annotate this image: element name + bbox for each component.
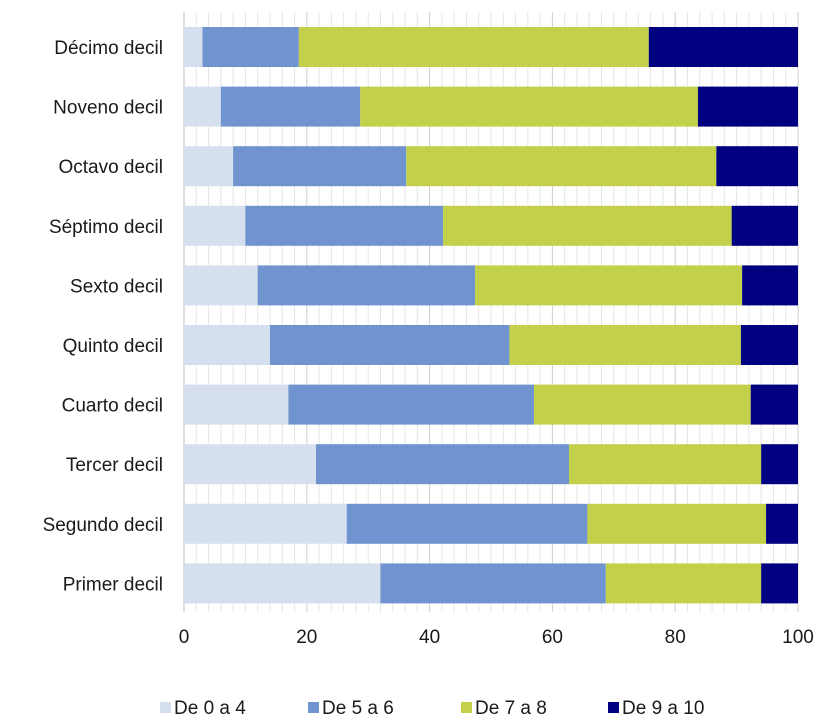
bar-segment-4 <box>716 146 798 187</box>
x-tick-label: 40 <box>419 627 440 648</box>
category-label: Segundo decil <box>43 515 163 536</box>
bar-segment-3 <box>509 325 741 365</box>
legend-swatch <box>160 702 171 713</box>
bar-segment-1 <box>184 205 246 246</box>
category-label: Cuarto decil <box>62 396 163 417</box>
category-label: Quinto decil <box>63 336 163 357</box>
category-label: Tercer decil <box>66 455 163 476</box>
bar-segment-4 <box>766 503 798 544</box>
legend-label: De 7 a 8 <box>475 698 547 719</box>
bar-segment-4 <box>761 444 798 485</box>
bar-segment-2 <box>316 444 569 485</box>
bar-segment-3 <box>587 503 767 544</box>
bar-segment-4 <box>648 27 798 67</box>
category-label: Primer decil <box>63 574 163 595</box>
category-label: Octavo decil <box>58 157 163 178</box>
bar-segment-1 <box>184 325 270 365</box>
bar-segment-3 <box>533 384 751 425</box>
bar-segment-1 <box>184 384 289 425</box>
bar-segment-3 <box>406 146 717 187</box>
category-label: Séptimo decil <box>49 217 163 238</box>
category-labels: Décimo decil Noveno decil Octavo decil Sépt… <box>43 38 163 595</box>
legend-label: De 0 a 4 <box>174 698 246 719</box>
bar-segment-1 <box>184 444 317 485</box>
legend-swatch <box>608 702 619 713</box>
bar-segment-1 <box>184 146 234 187</box>
legend-label: De 9 a 10 <box>622 698 704 719</box>
bar-segment-2 <box>220 86 361 127</box>
bar-segment-3 <box>568 444 762 485</box>
bar-segment-3 <box>475 265 743 306</box>
legend: De 0 a 4 De 5 a 6 De 7 a 8 De 9 a 10 <box>160 698 704 719</box>
bar-segment-2 <box>245 205 444 246</box>
category-label: Noveno decil <box>53 98 163 119</box>
bar-segment-1 <box>184 27 203 67</box>
x-tick-label: 20 <box>296 627 317 648</box>
bar-segment-1 <box>184 563 381 604</box>
x-tick-label: 0 <box>179 627 190 648</box>
bar-segment-3 <box>360 86 698 127</box>
bar-segment-2 <box>346 503 588 544</box>
bar-segment-2 <box>257 265 476 306</box>
legend-label: De 5 a 6 <box>322 698 394 719</box>
bar-segment-3 <box>443 205 732 246</box>
bar-segment-4 <box>740 325 798 365</box>
category-label: Décimo decil <box>54 38 163 59</box>
x-tick-labels: 0 20 40 60 80 100 <box>179 627 814 648</box>
bar-segment-2 <box>380 563 606 604</box>
legend-swatch <box>308 702 319 713</box>
x-tick-label: 60 <box>542 627 563 648</box>
bar-series-group <box>184 27 798 604</box>
bar-segment-4 <box>761 563 798 604</box>
bar-segment-1 <box>184 503 347 544</box>
bar-segment-2 <box>233 146 407 187</box>
x-tick-label: 80 <box>665 627 686 648</box>
x-tick-label: 100 <box>782 627 814 648</box>
bar-segment-1 <box>184 86 221 127</box>
bar-segment-4 <box>731 205 798 246</box>
bar-segment-4 <box>750 384 798 425</box>
category-label: Sexto decil <box>70 276 163 297</box>
bar-segment-4 <box>697 86 798 127</box>
bar-segment-2 <box>288 384 534 425</box>
bar-segment-3 <box>605 563 762 604</box>
legend-swatch <box>461 702 472 713</box>
bar-segment-1 <box>184 265 258 306</box>
bar-segment-3 <box>298 27 649 67</box>
bar-segment-4 <box>742 265 798 306</box>
bar-segment-2 <box>269 325 510 365</box>
bar-segment-2 <box>202 27 299 67</box>
